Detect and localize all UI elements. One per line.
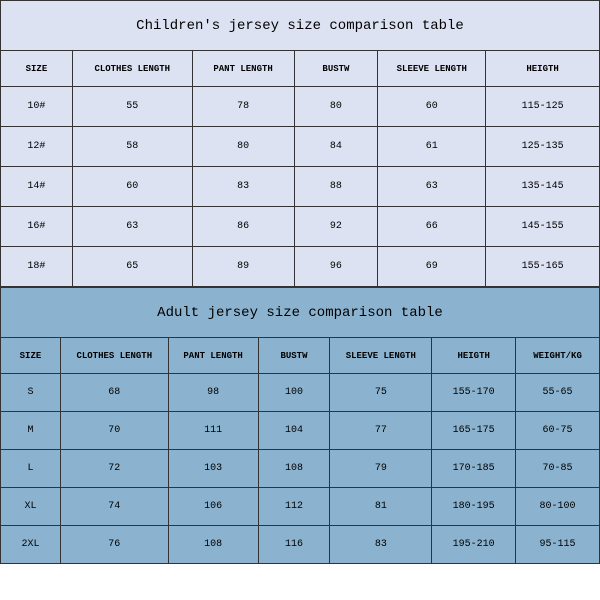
table-row: 14# 60 83 88 63 135-145	[1, 167, 600, 207]
cell: 112	[258, 488, 330, 526]
cell: 16#	[1, 207, 73, 247]
cell: M	[1, 412, 61, 450]
cell: 60	[72, 167, 192, 207]
cell: 77	[330, 412, 432, 450]
cell: 70-85	[516, 450, 600, 488]
cell: 80	[192, 127, 294, 167]
cell: 98	[168, 374, 258, 412]
cell: L	[1, 450, 61, 488]
children-header-row: SIZE CLOTHES LENGTH PANT LENGTH BUSTW SL…	[1, 51, 600, 87]
adult-size-table: Adult jersey size comparison table SIZE …	[0, 287, 600, 564]
cell: 78	[192, 87, 294, 127]
cell: 10#	[1, 87, 73, 127]
cell: 108	[258, 450, 330, 488]
cell: 145-155	[486, 207, 600, 247]
cell: 170-185	[432, 450, 516, 488]
cell: 66	[378, 207, 486, 247]
table-row: S 68 98 100 75 155-170 55-65	[1, 374, 600, 412]
cell: 83	[192, 167, 294, 207]
table-row: 10# 55 78 80 60 115-125	[1, 87, 600, 127]
children-header-bustw: BUSTW	[294, 51, 378, 87]
table-row: 16# 63 86 92 66 145-155	[1, 207, 600, 247]
table-row: 12# 58 80 84 61 125-135	[1, 127, 600, 167]
cell: 70	[60, 412, 168, 450]
children-header-heigth: HEIGTH	[486, 51, 600, 87]
adult-header-heigth: HEIGTH	[432, 338, 516, 374]
table-row: L 72 103 108 79 170-185 70-85	[1, 450, 600, 488]
cell: 76	[60, 526, 168, 564]
cell: 63	[72, 207, 192, 247]
adult-header-pant-length: PANT LENGTH	[168, 338, 258, 374]
cell: 14#	[1, 167, 73, 207]
cell: 100	[258, 374, 330, 412]
cell: 111	[168, 412, 258, 450]
cell: 155-165	[486, 247, 600, 287]
children-header-clothes-length: CLOTHES LENGTH	[72, 51, 192, 87]
cell: 115-125	[486, 87, 600, 127]
adult-title-row: Adult jersey size comparison table	[1, 288, 600, 338]
cell: 86	[192, 207, 294, 247]
adult-title: Adult jersey size comparison table	[1, 288, 600, 338]
table-row: XL 74 106 112 81 180-195 80-100	[1, 488, 600, 526]
cell: 88	[294, 167, 378, 207]
cell: 96	[294, 247, 378, 287]
cell: 68	[60, 374, 168, 412]
cell: 2XL	[1, 526, 61, 564]
cell: 60-75	[516, 412, 600, 450]
cell: 81	[330, 488, 432, 526]
cell: 80	[294, 87, 378, 127]
cell: 61	[378, 127, 486, 167]
adult-header-sleeve-length: SLEEVE LENGTH	[330, 338, 432, 374]
cell: 135-145	[486, 167, 600, 207]
cell: S	[1, 374, 61, 412]
children-size-table: Children's jersey size comparison table …	[0, 0, 600, 287]
children-header-sleeve-length: SLEEVE LENGTH	[378, 51, 486, 87]
adult-header-bustw: BUSTW	[258, 338, 330, 374]
cell: 80-100	[516, 488, 600, 526]
cell: 180-195	[432, 488, 516, 526]
table-row: 18# 65 89 96 69 155-165	[1, 247, 600, 287]
cell: 84	[294, 127, 378, 167]
cell: 106	[168, 488, 258, 526]
cell: 83	[330, 526, 432, 564]
adult-header-clothes-length: CLOTHES LENGTH	[60, 338, 168, 374]
cell: 58	[72, 127, 192, 167]
cell: 95-115	[516, 526, 600, 564]
cell: 104	[258, 412, 330, 450]
cell: 60	[378, 87, 486, 127]
cell: 165-175	[432, 412, 516, 450]
children-title: Children's jersey size comparison table	[1, 1, 600, 51]
cell: 65	[72, 247, 192, 287]
cell: 125-135	[486, 127, 600, 167]
cell: 89	[192, 247, 294, 287]
table-row: M 70 111 104 77 165-175 60-75	[1, 412, 600, 450]
cell: 63	[378, 167, 486, 207]
cell: 103	[168, 450, 258, 488]
cell: 74	[60, 488, 168, 526]
cell: 55	[72, 87, 192, 127]
adult-header-size: SIZE	[1, 338, 61, 374]
cell: 75	[330, 374, 432, 412]
cell: 72	[60, 450, 168, 488]
cell: 108	[168, 526, 258, 564]
cell: 79	[330, 450, 432, 488]
children-header-size: SIZE	[1, 51, 73, 87]
cell: 69	[378, 247, 486, 287]
cell: 55-65	[516, 374, 600, 412]
cell: XL	[1, 488, 61, 526]
cell: 116	[258, 526, 330, 564]
adult-header-row: SIZE CLOTHES LENGTH PANT LENGTH BUSTW SL…	[1, 338, 600, 374]
adult-header-weight: WEIGHT/KG	[516, 338, 600, 374]
cell: 155-170	[432, 374, 516, 412]
children-header-pant-length: PANT LENGTH	[192, 51, 294, 87]
cell: 12#	[1, 127, 73, 167]
cell: 18#	[1, 247, 73, 287]
table-row: 2XL 76 108 116 83 195-210 95-115	[1, 526, 600, 564]
cell: 195-210	[432, 526, 516, 564]
children-title-row: Children's jersey size comparison table	[1, 1, 600, 51]
cell: 92	[294, 207, 378, 247]
